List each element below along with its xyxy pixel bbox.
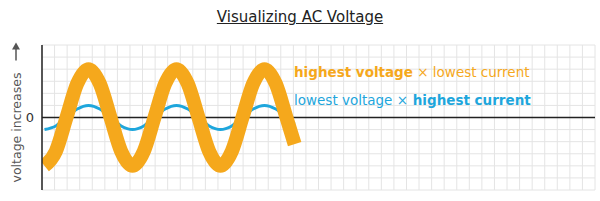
html-text:lowest voltage × highest curre: lowest voltage × highest current bbox=[294, 92, 531, 108]
html-text:Visualizing AC Voltage: Visualizing AC Voltage bbox=[216, 8, 384, 26]
svg-text:0: 0 bbox=[26, 110, 34, 125]
html-text:highest voltage × lowest curre: highest voltage × lowest current bbox=[294, 64, 530, 80]
svg-text:voltage increases: voltage increases bbox=[9, 73, 24, 183]
